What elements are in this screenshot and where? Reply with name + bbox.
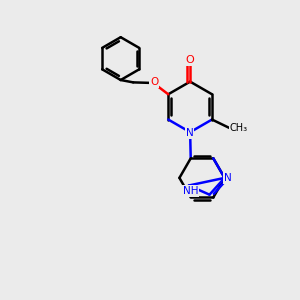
Text: O: O [150, 77, 158, 87]
Text: N: N [224, 173, 232, 183]
Text: O: O [186, 55, 194, 64]
Text: N: N [186, 128, 194, 138]
Text: CH₃: CH₃ [230, 124, 248, 134]
Text: NH: NH [183, 186, 198, 196]
